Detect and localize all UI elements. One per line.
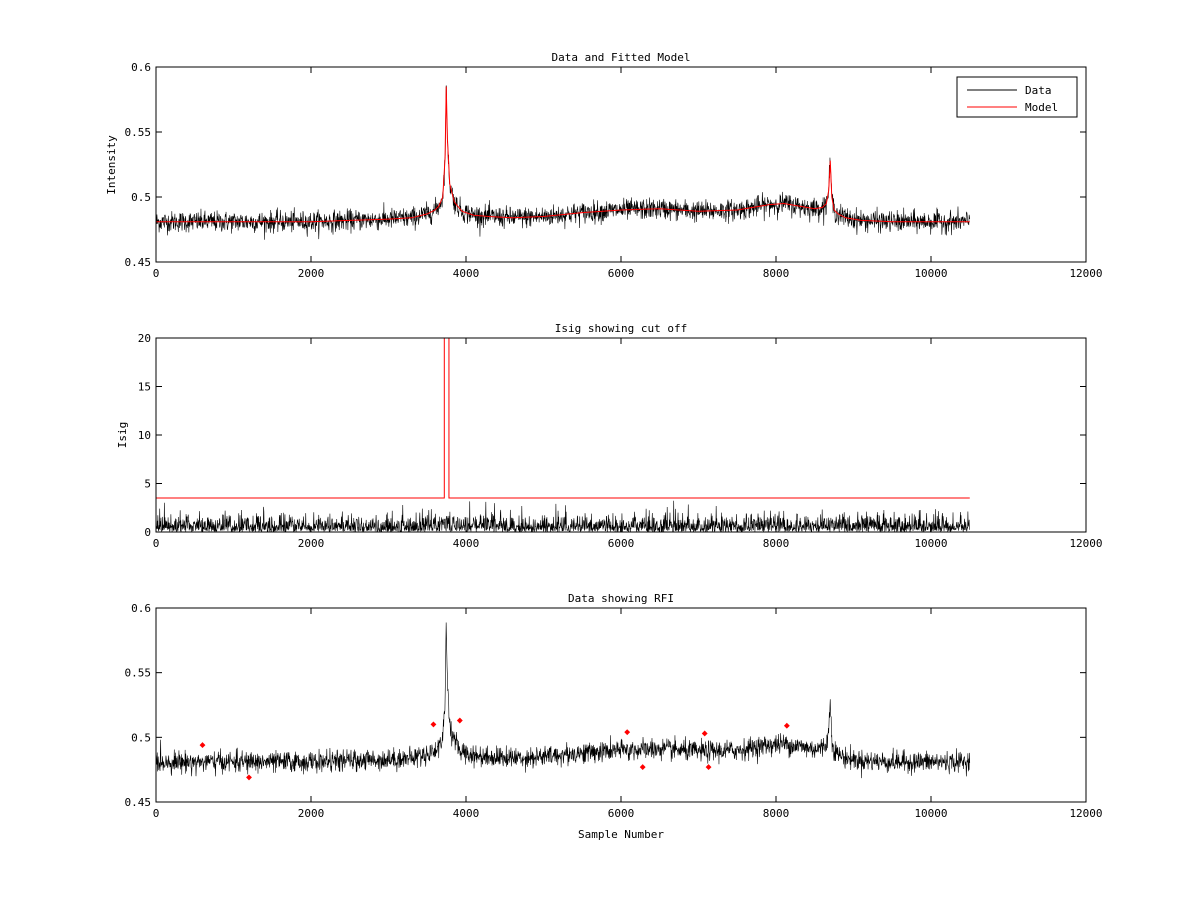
series-line-data-noisy <box>156 85 971 240</box>
x-tick-label: 10000 <box>914 807 947 820</box>
y-tick-label: 0.6 <box>131 61 151 74</box>
y-tick-label: 0.5 <box>131 731 151 744</box>
series-line-red <box>156 338 970 499</box>
x-tick-label: 4000 <box>453 537 480 550</box>
x-tick-label: 10000 <box>914 537 947 550</box>
rfi-marker-point <box>246 774 252 781</box>
x-tick-label: 8000 <box>763 807 790 820</box>
plot-area <box>156 85 971 240</box>
x-tick-label: 12000 <box>1069 267 1102 280</box>
x-tick-label: 12000 <box>1069 807 1102 820</box>
legend-label: Model <box>1025 101 1058 114</box>
series-line-model <box>156 86 970 223</box>
x-tick-label: 8000 <box>763 267 790 280</box>
rfi-marker-point <box>639 764 646 771</box>
rfi-marker-point <box>701 730 708 737</box>
rfi-marker-point <box>783 722 790 729</box>
plot-area <box>156 622 971 781</box>
chart-panel-data-showing-rfi: Data showing RFI Sample Number 0 2000 4000… <box>125 592 1103 841</box>
x-tick-label: 0 <box>153 807 160 820</box>
x-tick-label: 0 <box>153 267 160 280</box>
y-tick-label: 15 <box>138 381 151 394</box>
rfi-marker-point <box>456 717 463 724</box>
x-axis-label: Sample Number <box>578 828 664 841</box>
x-tick-label: 6000 <box>608 807 635 820</box>
plot-area <box>156 338 970 532</box>
y-axis-label: Intensity <box>105 135 118 195</box>
x-tick-label: 0 <box>153 537 160 550</box>
series-line-black-noisy <box>156 500 970 532</box>
y-tick-label: 0 <box>144 526 151 539</box>
rfi-marker-point <box>199 742 206 749</box>
y-tick-label: 10 <box>138 429 151 442</box>
axes-box <box>155 337 1087 533</box>
y-tick-label: 5 <box>144 478 151 491</box>
x-tick-label: 6000 <box>608 267 635 280</box>
chart-title: Data and Fitted Model <box>551 51 690 64</box>
y-tick-label: 0.45 <box>125 256 152 269</box>
x-tick-label: 4000 <box>453 267 480 280</box>
legend-box <box>956 76 1078 118</box>
x-tick-label: 10000 <box>914 267 947 280</box>
x-tick-label: 4000 <box>453 807 480 820</box>
legend: Data Model <box>956 76 1078 118</box>
x-tick-label: 2000 <box>298 267 325 280</box>
y-axis-label: Isig <box>116 422 129 449</box>
rfi-marker-point <box>430 721 437 728</box>
chart-title: Data showing RFI <box>568 592 674 605</box>
x-tick-label: 8000 <box>763 537 790 550</box>
x-tick-label: 12000 <box>1069 537 1102 550</box>
axes-box <box>155 607 1087 803</box>
y-tick-label: 0.45 <box>125 796 152 809</box>
x-tick-label: 2000 <box>298 537 325 550</box>
y-tick-label: 20 <box>138 332 151 345</box>
legend-label: Data <box>1025 84 1052 97</box>
chart-title: Isig showing cut off <box>555 322 687 335</box>
chart-panel-isig-showing-cut-off: Isig showing cut off Isig 0 2000 4000 6000 8… <box>116 322 1103 550</box>
series-line-black-noisy <box>156 622 971 779</box>
y-tick-label: 0.5 <box>131 191 151 204</box>
chart-panel-data-and-fitted-model: Data and Fitted Model Intensity 0 2000 400… <box>105 51 1103 280</box>
rfi-marker-point <box>705 764 712 771</box>
x-tick-label: 2000 <box>298 807 325 820</box>
x-tick-label: 6000 <box>608 537 635 550</box>
y-tick-label: 0.55 <box>125 126 152 139</box>
y-tick-label: 0.55 <box>125 667 152 680</box>
rfi-marker-point <box>624 729 631 736</box>
y-tick-label: 0.6 <box>131 602 151 615</box>
